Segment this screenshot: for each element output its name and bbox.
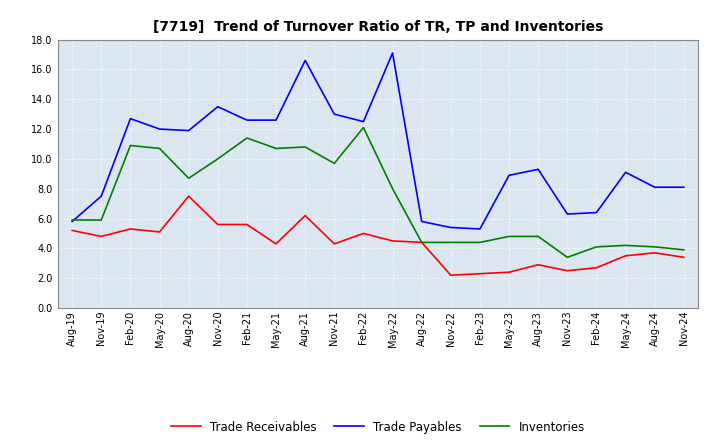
Inventories — [505, 234, 513, 239]
Inventories — [271, 146, 280, 151]
Inventories — [243, 136, 251, 141]
Line: Trade Receivables: Trade Receivables — [72, 196, 684, 275]
Inventories — [388, 186, 397, 191]
Trade Payables — [126, 116, 135, 121]
Trade Receivables — [592, 265, 600, 270]
Trade Payables — [271, 117, 280, 123]
Trade Payables — [534, 167, 543, 172]
Title: [7719]  Trend of Turnover Ratio of TR, TP and Inventories: [7719] Trend of Turnover Ratio of TR, TP… — [153, 20, 603, 34]
Trade Receivables — [650, 250, 659, 256]
Line: Inventories: Inventories — [72, 128, 684, 257]
Trade Payables — [476, 226, 485, 231]
Inventories — [97, 217, 106, 223]
Trade Receivables — [243, 222, 251, 227]
Trade Payables — [68, 219, 76, 224]
Line: Trade Payables: Trade Payables — [72, 53, 684, 229]
Trade Receivables — [301, 213, 310, 218]
Inventories — [330, 161, 338, 166]
Trade Receivables — [446, 272, 455, 278]
Trade Receivables — [184, 194, 193, 199]
Trade Receivables — [418, 240, 426, 245]
Inventories — [418, 240, 426, 245]
Trade Receivables — [126, 226, 135, 231]
Trade Receivables — [359, 231, 368, 236]
Trade Payables — [359, 119, 368, 124]
Inventories — [213, 156, 222, 161]
Inventories — [534, 234, 543, 239]
Inventories — [446, 240, 455, 245]
Trade Payables — [446, 225, 455, 230]
Inventories — [680, 247, 688, 253]
Inventories — [592, 244, 600, 249]
Inventories — [68, 217, 76, 223]
Inventories — [184, 176, 193, 181]
Trade Payables — [97, 194, 106, 199]
Trade Payables — [621, 170, 630, 175]
Legend: Trade Receivables, Trade Payables, Inventories: Trade Receivables, Trade Payables, Inven… — [166, 416, 590, 438]
Trade Payables — [184, 128, 193, 133]
Trade Receivables — [563, 268, 572, 273]
Trade Payables — [418, 219, 426, 224]
Trade Payables — [243, 117, 251, 123]
Trade Payables — [650, 185, 659, 190]
Trade Receivables — [330, 241, 338, 246]
Inventories — [301, 144, 310, 150]
Trade Payables — [592, 210, 600, 215]
Trade Receivables — [271, 241, 280, 246]
Trade Receivables — [505, 270, 513, 275]
Inventories — [359, 125, 368, 130]
Inventories — [621, 243, 630, 248]
Inventories — [563, 255, 572, 260]
Trade Payables — [213, 104, 222, 109]
Trade Receivables — [213, 222, 222, 227]
Trade Payables — [505, 172, 513, 178]
Trade Receivables — [97, 234, 106, 239]
Trade Payables — [330, 111, 338, 117]
Trade Receivables — [388, 238, 397, 244]
Inventories — [476, 240, 485, 245]
Trade Receivables — [476, 271, 485, 276]
Inventories — [156, 146, 164, 151]
Trade Payables — [301, 58, 310, 63]
Trade Receivables — [621, 253, 630, 258]
Trade Payables — [680, 185, 688, 190]
Trade Payables — [156, 126, 164, 132]
Trade Receivables — [68, 228, 76, 233]
Inventories — [126, 143, 135, 148]
Trade Receivables — [534, 262, 543, 268]
Inventories — [650, 244, 659, 249]
Trade Payables — [563, 211, 572, 216]
Trade Payables — [388, 50, 397, 55]
Trade Receivables — [156, 229, 164, 235]
Trade Receivables — [680, 255, 688, 260]
